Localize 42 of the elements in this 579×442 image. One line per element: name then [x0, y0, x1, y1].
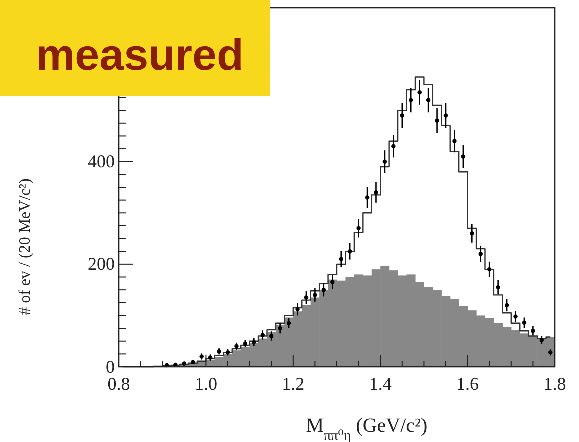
point: [382, 160, 388, 164]
y-axis-title: # of ev / (20 MeV/c²): [17, 178, 34, 316]
point: [478, 252, 483, 256]
point: [514, 314, 518, 319]
point: [452, 139, 457, 144]
point: [374, 190, 378, 195]
point: [260, 333, 265, 338]
point: [496, 285, 500, 290]
point: [522, 320, 527, 325]
point: [487, 267, 492, 272]
point: [470, 232, 474, 236]
point: [392, 144, 396, 149]
point: [269, 334, 274, 338]
point: [531, 328, 536, 334]
point: [356, 226, 361, 231]
point: [409, 98, 414, 102]
x-tick-label: 1.0: [194, 374, 218, 394]
annotation: measured: [36, 31, 244, 80]
point: [504, 303, 510, 308]
x-tick-label: 1.4: [369, 374, 392, 394]
y-tick-label: 400: [88, 152, 115, 172]
y-tick-label: 200: [88, 254, 115, 274]
point: [365, 196, 370, 200]
point: [426, 98, 431, 102]
point: [400, 114, 405, 118]
point: [330, 280, 335, 284]
point: [286, 321, 292, 326]
point: [339, 257, 344, 262]
x-tick-label: 1.8: [544, 374, 566, 394]
x-tick-label: 1.6: [456, 374, 480, 394]
point: [296, 307, 300, 312]
point: [444, 114, 448, 118]
point: [191, 360, 196, 364]
point: [304, 296, 309, 300]
point: [418, 90, 422, 95]
point: [313, 293, 318, 298]
point: [435, 118, 440, 123]
point: [322, 288, 326, 292]
x-tick-label: 1.2: [282, 374, 305, 394]
point: [461, 154, 466, 159]
point: [348, 250, 352, 254]
point: [278, 326, 282, 331]
